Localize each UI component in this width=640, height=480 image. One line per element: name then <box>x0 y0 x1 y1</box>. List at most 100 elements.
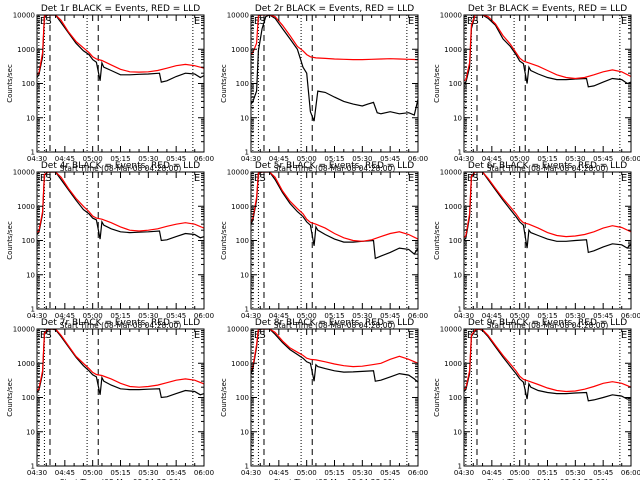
y-tick-label: 1000 <box>231 360 249 368</box>
y-axis-label: Counts/sec <box>220 221 228 260</box>
y-tick-label: 1 <box>245 149 249 157</box>
y-tick-label: 10000 <box>13 12 35 20</box>
x-tick-label: 04:45 <box>55 469 75 477</box>
y-tick-label: 100 <box>449 237 462 245</box>
x-tick-label: 06:00 <box>194 469 214 477</box>
x-tick-label: 05:45 <box>380 155 400 163</box>
x-tick-label: 04:30 <box>454 469 474 477</box>
y-tick-label: 1 <box>245 306 249 314</box>
y-tick-label: 1000 <box>17 360 35 368</box>
events-line <box>251 172 418 260</box>
marker-label-e: E <box>194 16 200 27</box>
y-tick-label: 10 <box>26 428 35 436</box>
x-tick-label: 06:00 <box>621 469 640 477</box>
marker-label-e: E <box>467 173 473 184</box>
x-tick-label: 05:00 <box>83 155 103 163</box>
y-tick-label: 10000 <box>13 169 35 177</box>
y-tick-label: 10000 <box>440 169 462 177</box>
plot-frame <box>250 171 419 310</box>
x-tick-label: 05:30 <box>352 312 372 320</box>
x-axis-label: Start Time (08-Mar-08 04:28:00) <box>274 164 396 173</box>
x-tick-label: 04:30 <box>241 469 261 477</box>
x-tick-label: 05:15 <box>110 469 130 477</box>
y-tick-label: 10000 <box>440 326 462 334</box>
x-axis-label: Start Time (08-Mar-08 04:28:00) <box>487 164 609 173</box>
y-tick-label: 1000 <box>444 360 462 368</box>
marker-label-s: S <box>259 16 265 27</box>
plot-frame <box>36 14 205 153</box>
x-tick-label: 05:45 <box>593 155 613 163</box>
marker-label-e: E <box>621 173 627 184</box>
y-tick-label: 10000 <box>227 326 249 334</box>
x-tick-label: 05:00 <box>297 155 317 163</box>
marker-label-s: S <box>259 173 265 184</box>
x-tick-label: 05:45 <box>166 155 186 163</box>
marker-label-e: E <box>40 16 46 27</box>
marker-label-e: E <box>408 173 414 184</box>
y-tick-label: 1 <box>31 463 35 471</box>
lld-line <box>251 329 418 372</box>
y-tick-label: 10 <box>453 428 462 436</box>
y-tick-label: 10 <box>240 428 249 436</box>
lld-line <box>464 15 631 82</box>
x-tick-label: 04:45 <box>55 312 75 320</box>
y-tick-label: 10000 <box>440 12 462 20</box>
y-tick-label: 1000 <box>17 46 35 54</box>
marker-label-e: E <box>194 173 200 184</box>
x-tick-label: 05:00 <box>510 469 530 477</box>
events-line <box>37 15 204 83</box>
panel-title: Det 3r BLACK = Events, RED = LLD <box>468 4 627 14</box>
panel-title: Det 8r BLACK = Events, RED = LLD <box>255 318 414 328</box>
y-tick-label: 100 <box>236 237 249 245</box>
marker-label-s: S <box>45 173 51 184</box>
panel-title: Det 1r BLACK = Events, RED = LLD <box>41 4 200 14</box>
x-tick-label: 05:30 <box>565 155 585 163</box>
plot-frame <box>463 171 632 310</box>
x-tick-label: 05:45 <box>593 469 613 477</box>
y-tick-label: 100 <box>22 80 35 88</box>
x-tick-label: 05:30 <box>138 469 158 477</box>
y-axis-label: Counts/sec <box>6 64 14 103</box>
x-tick-label: 05:15 <box>537 155 557 163</box>
y-tick-label: 10 <box>26 271 35 279</box>
marker-label-e: E <box>254 173 260 184</box>
marker-label-e: E <box>254 16 260 27</box>
x-tick-label: 05:30 <box>352 155 372 163</box>
x-tick-label: 05:30 <box>565 469 585 477</box>
y-tick-label: 10000 <box>227 12 249 20</box>
events-line <box>37 329 204 399</box>
plot-frame <box>250 328 419 467</box>
y-tick-label: 10 <box>453 271 462 279</box>
x-tick-label: 06:00 <box>408 312 428 320</box>
x-tick-label: 05:15 <box>110 312 130 320</box>
y-tick-label: 100 <box>449 80 462 88</box>
y-tick-label: 10 <box>240 271 249 279</box>
marker-label-e: E <box>194 330 200 341</box>
x-tick-label: 05:15 <box>537 312 557 320</box>
x-tick-label: 05:00 <box>83 312 103 320</box>
marker-label-e: E <box>254 330 260 341</box>
marker-label-s: S <box>472 16 478 27</box>
marker-label-e: E <box>467 16 473 27</box>
y-tick-label: 1 <box>458 149 462 157</box>
y-axis-label: Counts/sec <box>6 378 14 417</box>
y-tick-label: 100 <box>22 237 35 245</box>
y-tick-label: 1000 <box>17 203 35 211</box>
plot-frame <box>36 171 205 310</box>
x-tick-label: 05:15 <box>110 155 130 163</box>
y-tick-label: 1 <box>245 463 249 471</box>
lld-line <box>37 15 204 76</box>
y-tick-label: 10 <box>453 114 462 122</box>
plot-frame <box>36 328 205 467</box>
panel-title: Det 2r BLACK = Events, RED = LLD <box>255 4 414 14</box>
marker-label-e: E <box>621 330 627 341</box>
y-tick-label: 1000 <box>444 46 462 54</box>
x-tick-label: 04:45 <box>482 469 502 477</box>
x-tick-label: 06:00 <box>621 312 640 320</box>
marker-label-s: S <box>259 330 265 341</box>
x-tick-label: 05:30 <box>138 155 158 163</box>
x-tick-label: 04:45 <box>482 312 502 320</box>
